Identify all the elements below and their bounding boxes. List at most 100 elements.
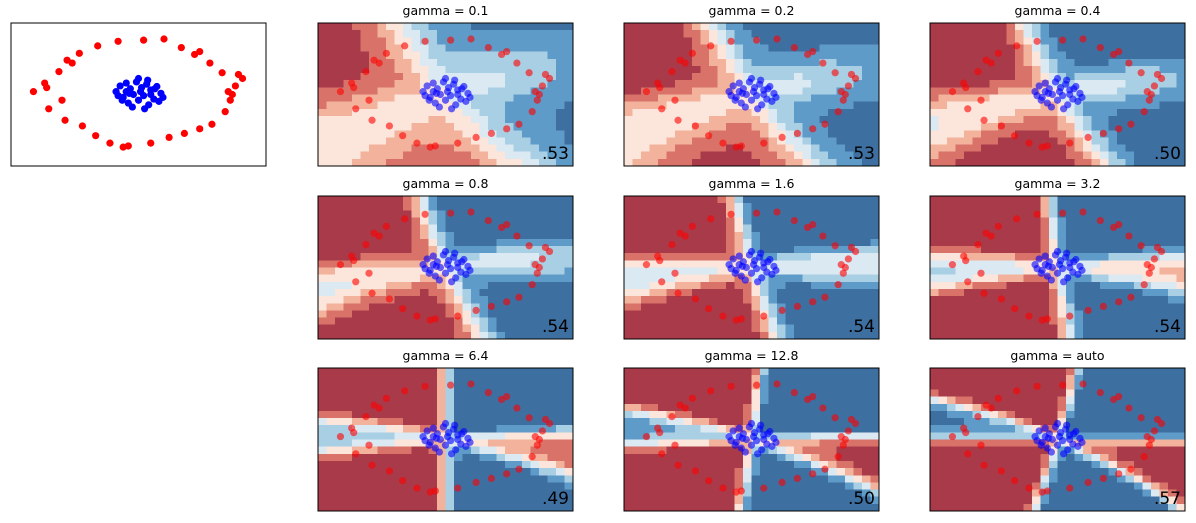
contour-cell: [658, 403, 667, 412]
contour-cell: [318, 130, 327, 138]
contour-cell: [369, 51, 378, 60]
contour-cell: [1023, 260, 1033, 268]
contour-cell: [479, 196, 489, 204]
contour-cell: [360, 460, 370, 469]
contour-cell: [360, 389, 370, 397]
contour-cell: [1057, 246, 1067, 254]
point: [160, 35, 168, 43]
contour-cell: [360, 30, 370, 38]
contour-cell: [1049, 317, 1058, 326]
contour-cell: [437, 246, 446, 254]
contour-cell: [454, 108, 463, 117]
contour-cell: [377, 389, 387, 397]
point: [764, 258, 772, 266]
contour-cell: [870, 94, 880, 103]
contour-cell: [972, 317, 982, 326]
contour-cell: [828, 217, 837, 225]
contour-cell: [1151, 30, 1160, 38]
contour-cell: [989, 151, 999, 160]
contour-cell: [377, 158, 387, 167]
contour-cell: [726, 238, 735, 247]
contour-cell: [1023, 51, 1033, 60]
contour-cell: [624, 137, 633, 145]
contour-cell: [717, 403, 727, 412]
contour-cell: [394, 475, 404, 483]
contour-cell: [335, 382, 344, 390]
point: [423, 82, 431, 90]
contour-cell: [547, 288, 557, 297]
contour-cell: [1049, 196, 1058, 204]
contour-cell: [539, 87, 548, 95]
contour-cell: [394, 144, 404, 153]
contour-cell: [394, 482, 404, 490]
contour-cell: [981, 260, 990, 268]
subplot-title: gamma = 1.6: [709, 176, 795, 191]
contour-cell: [649, 58, 659, 67]
contour-cell: [930, 58, 939, 67]
contour-cell: [326, 267, 336, 276]
contour-cell: [998, 51, 1007, 60]
contour-cell: [1015, 108, 1024, 117]
contour-cell: [326, 253, 336, 261]
contour-cell: [853, 80, 863, 88]
contour-cell: [624, 246, 633, 254]
contour-cell: [377, 489, 387, 498]
point: [772, 93, 780, 101]
contour-cell: [428, 418, 438, 426]
contour-cell: [386, 267, 395, 276]
point: [484, 43, 492, 52]
contour-cell: [505, 246, 514, 254]
contour-cell: [360, 317, 370, 326]
contour-cell: [930, 151, 939, 160]
contour-cell: [505, 418, 514, 426]
score: .54: [848, 317, 875, 337]
contour-cell: [981, 30, 990, 38]
contour-cell: [420, 224, 429, 233]
point: [674, 116, 682, 124]
contour-cell: [1142, 151, 1152, 160]
contour-cell: [658, 37, 667, 45]
contour-cell: [666, 30, 676, 38]
contour-cell: [845, 267, 854, 276]
contour-cell: [428, 151, 438, 160]
contour-cell: [802, 281, 812, 290]
contour-cell: [428, 281, 438, 290]
contour-cell: [683, 382, 693, 390]
contour-cell: [1040, 217, 1050, 225]
contour-cell: [1015, 260, 1024, 268]
contour-cell: [522, 115, 531, 124]
point: [962, 257, 970, 265]
contour-cell: [369, 196, 378, 204]
contour-cell: [1015, 94, 1024, 103]
contour-cell: [386, 246, 395, 254]
contour-cell: [862, 58, 871, 67]
contour-cell: [488, 274, 497, 283]
contour-cell: [785, 137, 795, 145]
contour-cell: [539, 101, 548, 110]
contour-cell: [938, 137, 948, 145]
contour-cell: [462, 503, 472, 512]
point: [658, 278, 666, 286]
contour-cell: [768, 80, 778, 88]
contour-cell: [819, 217, 829, 225]
contour-cell: [539, 396, 548, 405]
contour-cell: [318, 274, 327, 283]
point: [760, 139, 768, 147]
contour-cell: [437, 281, 446, 290]
contour-cell: [998, 94, 1007, 103]
contour-cell: [377, 37, 387, 45]
contour-cell: [556, 496, 565, 505]
contour-cell: [1057, 253, 1067, 261]
contour-cell: [335, 101, 344, 110]
contour-cell: [1091, 310, 1101, 318]
contour-cell: [428, 331, 438, 340]
contour-cell: [930, 324, 939, 333]
contour-cell: [1040, 203, 1050, 211]
contour-cell: [649, 196, 659, 204]
contour-cell: [717, 418, 727, 426]
contour-cell: [845, 210, 854, 218]
contour-cell: [1176, 87, 1186, 95]
contour-cell: [717, 382, 727, 390]
contour-cell: [394, 101, 404, 110]
contour-cell: [1057, 137, 1067, 145]
